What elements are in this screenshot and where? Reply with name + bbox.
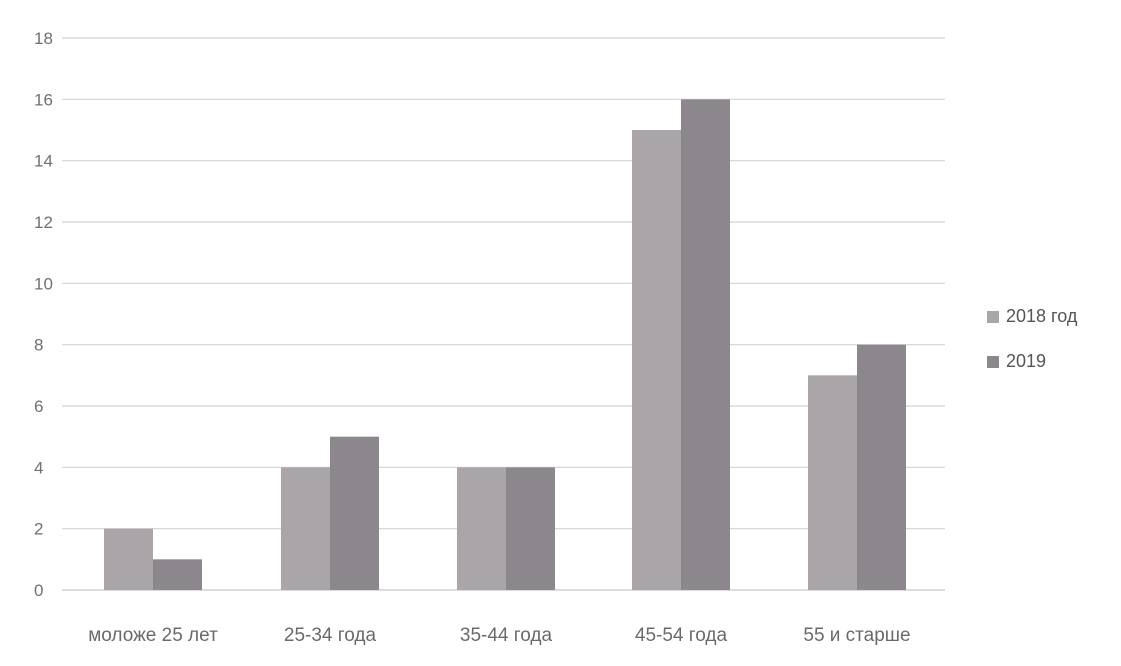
y-tick-label: 0 <box>34 581 43 600</box>
legend: 2018 год 2019 <box>987 306 1078 371</box>
bars <box>104 99 906 590</box>
y-tick-label: 12 <box>34 213 53 232</box>
bar <box>632 130 681 590</box>
legend-swatch <box>987 356 999 368</box>
y-tick-label: 10 <box>34 274 53 293</box>
x-axis-category-labels: моложе 25 лет 25-34 года 35-44 года 45-54 г… <box>88 625 910 646</box>
x-tick-label: 25-34 года <box>284 625 377 646</box>
x-tick-label: 55 и старше <box>803 625 910 646</box>
y-tick-label: 2 <box>34 520 43 539</box>
y-tick-label: 4 <box>34 458 43 477</box>
y-tick-label: 6 <box>34 397 43 416</box>
x-tick-label: 45-54 года <box>635 625 728 646</box>
bar <box>153 559 202 590</box>
bar <box>457 467 506 590</box>
bar <box>808 375 857 590</box>
legend-label: 2018 год <box>1006 306 1078 326</box>
bar <box>857 344 906 590</box>
bar <box>681 99 730 590</box>
y-tick-label: 14 <box>34 152 53 171</box>
bar <box>506 467 555 590</box>
y-tick-label: 18 <box>34 29 53 48</box>
bar <box>281 467 330 590</box>
bar <box>330 436 379 590</box>
legend-label: 2019 <box>1006 351 1046 371</box>
gridlines <box>62 37 945 591</box>
x-tick-label: моложе 25 лет <box>88 625 218 646</box>
bar <box>104 528 153 590</box>
y-tick-label: 16 <box>34 90 53 109</box>
y-axis-tick-labels: 0 2 4 6 8 10 12 14 16 18 <box>34 29 53 600</box>
x-tick-label: 35-44 года <box>460 625 553 646</box>
legend-swatch <box>987 311 999 323</box>
y-tick-label: 8 <box>34 336 43 355</box>
